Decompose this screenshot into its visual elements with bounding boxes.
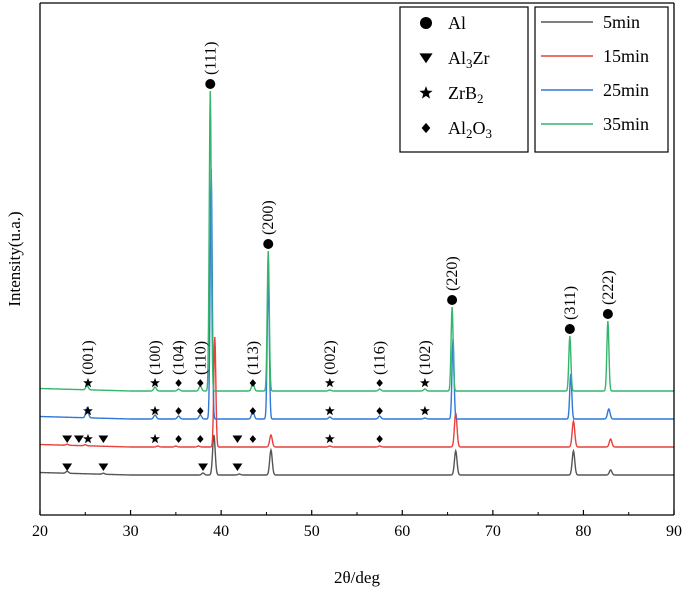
peak-label: (222) <box>600 270 617 305</box>
peak-label: (102) <box>417 340 434 375</box>
phase-legend-box <box>399 6 529 153</box>
marker-al2o3 <box>249 407 257 415</box>
marker-al3zr <box>232 435 243 443</box>
peak-label: (104) <box>171 340 188 375</box>
x-tick-label: 50 <box>304 523 320 540</box>
marker-zrb2 <box>324 377 335 388</box>
series-legend-box <box>534 6 669 153</box>
x-tick-label: 90 <box>666 523 682 540</box>
series-legend-label: 35min <box>603 114 649 134</box>
peak-label: (110) <box>192 341 209 375</box>
legend-symbol-diamond <box>421 122 431 134</box>
x-axis-title: 2θ/deg <box>334 568 380 587</box>
marker-al3zr <box>198 463 208 471</box>
marker-zrb2 <box>150 377 160 388</box>
peak-label: (220) <box>444 256 461 291</box>
marker-al2o3 <box>197 435 204 443</box>
peak-label: (111) <box>202 42 219 75</box>
x-tick-label: 80 <box>575 523 591 540</box>
peak-label: (200) <box>260 200 277 235</box>
marker-al2o3 <box>376 379 383 387</box>
series-line-5min <box>39 434 674 476</box>
peak-labels: (001) (100) (104) (110) (111) (113) (200) (002)… <box>80 42 617 375</box>
x-tick-label: 60 <box>394 523 410 540</box>
marker-al3zr <box>98 463 109 471</box>
marker-zrb2 <box>324 405 335 416</box>
series-line-25min <box>39 168 674 420</box>
marker-al <box>447 295 458 305</box>
marker-al <box>263 239 274 249</box>
marker-al2o3 <box>249 379 257 387</box>
marker-al3zr <box>62 435 73 443</box>
y-axis-title: Intensity(u.a.) <box>5 211 24 306</box>
phase-legend-label: Al <box>448 13 466 33</box>
marker-zrb2 <box>83 405 93 416</box>
marker-al2o3 <box>175 407 182 415</box>
marker-al2o3 <box>249 435 257 443</box>
peak-label: (002) <box>322 340 339 375</box>
series-line-35min <box>39 90 674 392</box>
legend-symbol-star <box>419 86 433 99</box>
marker-zrb2 <box>324 433 335 444</box>
marker-al2o3 <box>197 379 204 387</box>
marker-zrb2 <box>150 405 160 416</box>
series-legend-label: 15min <box>603 46 649 66</box>
marker-zrb2 <box>420 377 430 388</box>
marker-zrb2 <box>420 405 430 416</box>
peak-label: (116) <box>372 341 389 375</box>
marker-al <box>602 309 613 319</box>
x-tick-label: 70 <box>485 523 501 540</box>
peak-label: (100) <box>147 340 164 375</box>
legend-symbol-triangle-down <box>419 53 433 64</box>
phase-legend-label: Al2O3 <box>448 118 492 141</box>
legends: Al Al3Zr ZrB2 Al2O3 5min 15min 25min 35min <box>399 6 669 153</box>
series-legend-label: 5min <box>603 12 640 32</box>
x-tick-label: 40 <box>213 523 229 540</box>
series-legend-label: 25min <box>603 80 649 100</box>
peak-label: (001) <box>80 340 97 375</box>
x-tick-label: 30 <box>123 523 139 540</box>
series-line-15min <box>39 336 674 448</box>
marker-zrb2 <box>150 433 160 444</box>
marker-al2o3 <box>175 379 182 387</box>
marker-al2o3 <box>175 435 182 443</box>
phase-legend-label: ZrB2 <box>448 83 484 106</box>
marker-zrb2 <box>83 433 93 444</box>
phase-legend-label: Al3Zr <box>448 48 490 71</box>
legend-symbol-circle <box>420 17 432 29</box>
phase-markers <box>62 79 613 471</box>
marker-al <box>205 79 216 89</box>
axes: 20 30 40 50 60 70 80 90 2θ/deg Intensity(u.a.) <box>5 2 682 587</box>
marker-zrb2 <box>83 377 93 388</box>
marker-al3zr <box>62 463 73 471</box>
marker-al <box>564 324 575 334</box>
x-tick-label: 20 <box>32 523 48 540</box>
marker-al2o3 <box>376 407 383 415</box>
marker-al2o3 <box>376 435 383 443</box>
marker-al2o3 <box>197 407 204 415</box>
marker-al3zr <box>73 435 84 443</box>
peak-label: (113) <box>245 341 262 375</box>
marker-al3zr <box>98 435 109 443</box>
peak-label: (311) <box>562 286 579 320</box>
plot-lines <box>39 90 674 476</box>
marker-al3zr <box>232 463 243 471</box>
